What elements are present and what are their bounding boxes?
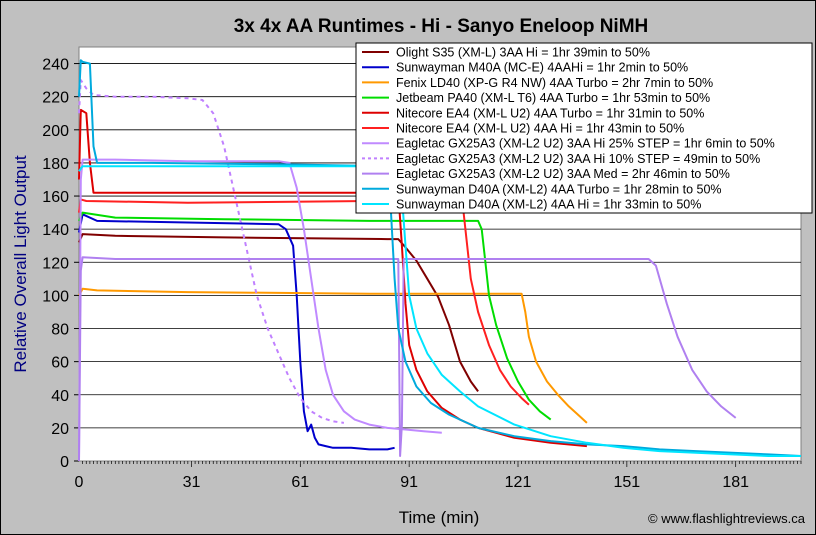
legend-entry: Sunwayman D40A (XM-L2) 4AA Turbo = 1hr 2… (396, 182, 722, 196)
y-tick-label: 140 (42, 222, 69, 239)
x-tick-label: 181 (722, 474, 749, 491)
x-tick-label: 121 (505, 474, 532, 491)
series-layer (78, 59, 802, 462)
y-tick-label: 40 (51, 388, 69, 405)
legend-entry: Eagletac GX25A3 (XM-L2 U2) 3AA Hi 25% ST… (396, 137, 775, 151)
legend-box (355, 42, 813, 214)
y-tick-label: 220 (42, 90, 69, 107)
y-tick-label: 100 (42, 288, 69, 305)
y-tick-label: 180 (42, 156, 69, 173)
y-tick-label: 240 (42, 57, 69, 74)
y-tick-label: 120 (42, 255, 69, 272)
series-line-1 (78, 233, 479, 392)
x-tick-label: 151 (613, 474, 640, 491)
legend-entry: Sunwayman D40A (XM-L2) 4AA Hi = 1hr 33mi… (396, 198, 701, 212)
x-tick-label: 61 (291, 474, 309, 491)
y-tick-label: 160 (42, 189, 69, 206)
series-line-4 (78, 211, 552, 421)
legend-entry: Eagletac GX25A3 (XM-L2 U2) 3AA Hi 10% ST… (396, 152, 760, 166)
x-tick-label: 31 (183, 474, 201, 491)
y-tick-label: 80 (51, 322, 69, 339)
y-tick-label: 0 (60, 454, 69, 471)
series-line-2 (78, 213, 395, 451)
x-axis-label: Time (min) (399, 508, 480, 527)
legend-entry: Sunwayman M40A (MC-E) 4AAHi = 1hr 2min t… (396, 61, 688, 75)
chart-title: 3x 4x AA Runtimes - Hi - Sanyo Eneloop N… (234, 16, 649, 37)
series-line-11 (78, 165, 801, 457)
series-line-8 (78, 79, 345, 424)
y-tick-label: 20 (51, 421, 69, 438)
series-line-6 (78, 198, 530, 406)
legend-entry: Jetbeam PA40 (XM-L T6) 4AA Turbo = 1hr 5… (396, 91, 710, 105)
legend-entry: Nitecore EA4 (XM-L U2) 4AA Hi = 1hr 43mi… (396, 122, 684, 136)
series-line-10 (78, 59, 802, 457)
legend-entry: Eagletac GX25A3 (XM-L2 U2) 3AA Med = 2hr… (396, 167, 730, 181)
legend-entry: Nitecore EA4 (XM-L U2) 4AA Turbo = 1hr 3… (396, 106, 704, 120)
legend-entry: Olight S35 (XM-L) 3AA Hi = 1hr 39min to … (396, 46, 650, 60)
series-line-3 (78, 287, 588, 424)
legend-entry: Fenix LD40 (XP-G R4 NW) 4AA Turbo = 2hr … (396, 76, 713, 90)
y-axis-label: Relative Overall Light Output (11, 155, 30, 373)
ticks-layer: 0 20 40 60 80 100 120 140 160 180 200 220 240 0 31 61 91… (42, 57, 802, 491)
legend: Olight S35 (XM-L) 3AA Hi = 1hr 39min to … (355, 42, 813, 214)
y-tick-label: 60 (51, 355, 69, 372)
series-line-7 (78, 158, 442, 462)
y-tick-label: 200 (42, 123, 69, 140)
x-tick-label: 0 (75, 474, 84, 491)
credit-text: © www.flashlightreviews.ca (648, 511, 806, 526)
series-line-9 (78, 256, 737, 462)
x-tick-label: 91 (400, 474, 418, 491)
